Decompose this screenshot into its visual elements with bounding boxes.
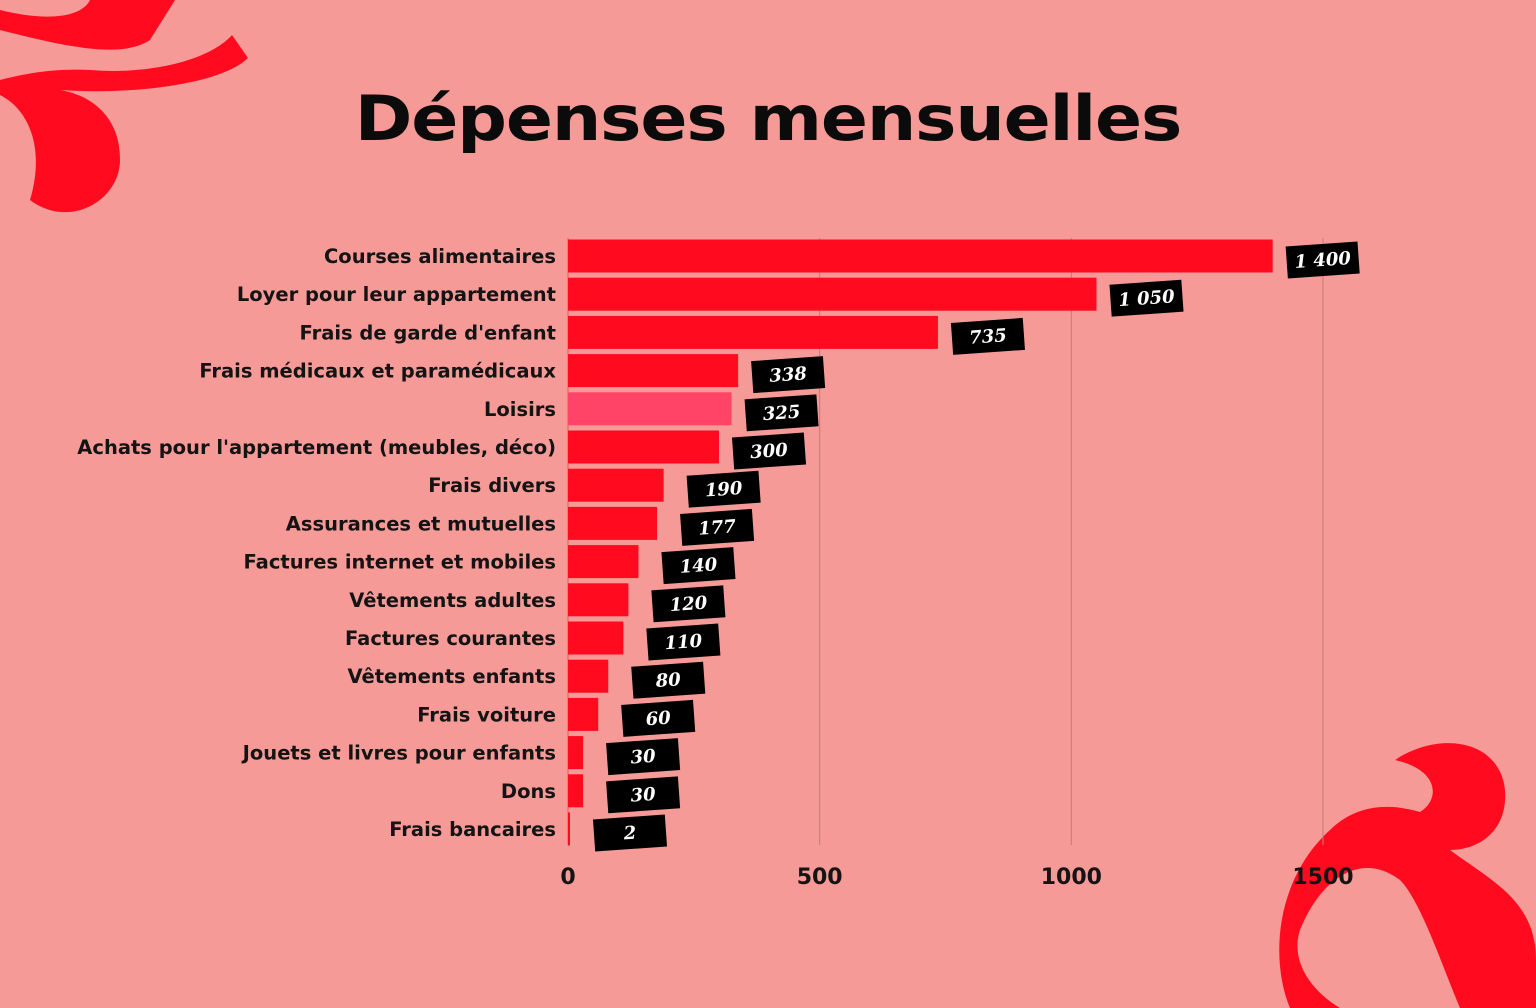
bar — [568, 430, 719, 464]
value-label-box — [606, 776, 681, 814]
value-label-box — [651, 585, 726, 623]
value-label-box — [731, 432, 807, 470]
bar — [568, 659, 609, 693]
value-label-box — [646, 623, 721, 661]
category-label: Vêtements adultes — [349, 589, 556, 612]
category-label: Frais de garde d'enfant — [300, 321, 557, 344]
value-label: 140 — [661, 547, 736, 585]
category-label: Frais voiture — [417, 703, 556, 726]
bar — [568, 621, 624, 655]
bar — [568, 812, 570, 846]
value-label-text: 1 050 — [1118, 286, 1176, 311]
bar — [568, 506, 658, 540]
value-label: 338 — [751, 356, 826, 394]
value-label-box — [680, 508, 755, 546]
value-label-box — [686, 470, 761, 508]
bar — [568, 315, 938, 349]
category-label: Frais médicaux et paramédicaux — [199, 360, 556, 383]
value-label: 80 — [631, 661, 706, 699]
x-tick-label: 500 — [797, 865, 843, 890]
value-label-text: 338 — [769, 363, 808, 387]
value-label-text: 30 — [630, 784, 657, 807]
value-label: 177 — [680, 508, 755, 546]
value-label: 735 — [950, 317, 1025, 355]
category-label: Jouets et livres pour enfants — [241, 742, 556, 765]
value-label: 110 — [646, 623, 721, 661]
bar — [568, 697, 599, 731]
x-tick-label: 1000 — [1041, 865, 1102, 890]
value-label-text: 30 — [630, 746, 657, 769]
category-label: Achats pour l'appartement (meubles, déco… — [77, 436, 556, 459]
category-label: Factures internet et mobiles — [244, 551, 557, 574]
category-label: Factures courantes — [345, 627, 556, 650]
value-label: 30 — [606, 738, 681, 776]
value-label-text: 120 — [669, 592, 708, 616]
value-label: 1 400 — [1285, 241, 1360, 279]
x-tick-label: 0 — [560, 865, 575, 890]
value-label: 300 — [731, 432, 807, 470]
value-label-text: 140 — [679, 554, 718, 578]
category-label: Loyer pour leur appartement — [237, 283, 556, 306]
chart-title: Dépenses mensuelles — [354, 82, 1183, 155]
value-label-text: 177 — [698, 516, 737, 540]
bar — [568, 545, 639, 579]
value-label-box — [744, 394, 819, 432]
bar — [568, 583, 629, 617]
value-label-box — [631, 661, 706, 699]
value-label-box — [592, 814, 668, 852]
value-label-box — [751, 356, 826, 394]
value-label-text: 1 400 — [1294, 248, 1352, 273]
value-label-box — [1109, 279, 1184, 317]
category-label: Dons — [501, 780, 556, 803]
value-label-text: 735 — [969, 325, 1008, 349]
value-label: 30 — [606, 776, 681, 814]
value-label-box — [606, 738, 681, 776]
value-label-box — [621, 699, 696, 737]
value-label: 2 — [592, 814, 668, 852]
value-label-text: 190 — [704, 478, 743, 502]
bar — [568, 277, 1097, 311]
value-label-box — [1285, 241, 1360, 279]
value-label-text: 60 — [645, 708, 672, 731]
value-label-box — [950, 317, 1025, 355]
value-label: 60 — [621, 699, 696, 737]
category-label: Vêtements enfants — [347, 665, 556, 688]
value-label: 325 — [744, 394, 819, 432]
category-label: Assurances et mutuelles — [286, 512, 556, 535]
value-label: 1 050 — [1109, 279, 1184, 317]
bar — [568, 239, 1273, 273]
value-label-text: 110 — [664, 631, 703, 655]
bar — [568, 736, 584, 770]
category-label: Courses alimentaires — [324, 245, 556, 268]
bar — [568, 354, 739, 388]
bar — [568, 392, 732, 426]
bar — [568, 774, 584, 808]
category-label: Frais bancaires — [389, 818, 556, 841]
value-label: 190 — [686, 470, 761, 508]
value-label-text: 80 — [654, 669, 682, 692]
category-label: Loisirs — [484, 398, 556, 421]
value-label-box — [661, 547, 736, 585]
x-tick-label: 1500 — [1292, 865, 1353, 890]
value-label: 120 — [651, 585, 726, 623]
category-label: Frais divers — [428, 474, 556, 497]
value-label-text: 325 — [762, 402, 801, 426]
value-label-text: 2 — [622, 823, 637, 845]
top-left-swirl-decoration — [0, 0, 248, 213]
bottom-right-swirl-decoration — [1279, 743, 1536, 1008]
bar — [568, 468, 664, 502]
value-label-text: 300 — [750, 440, 789, 464]
